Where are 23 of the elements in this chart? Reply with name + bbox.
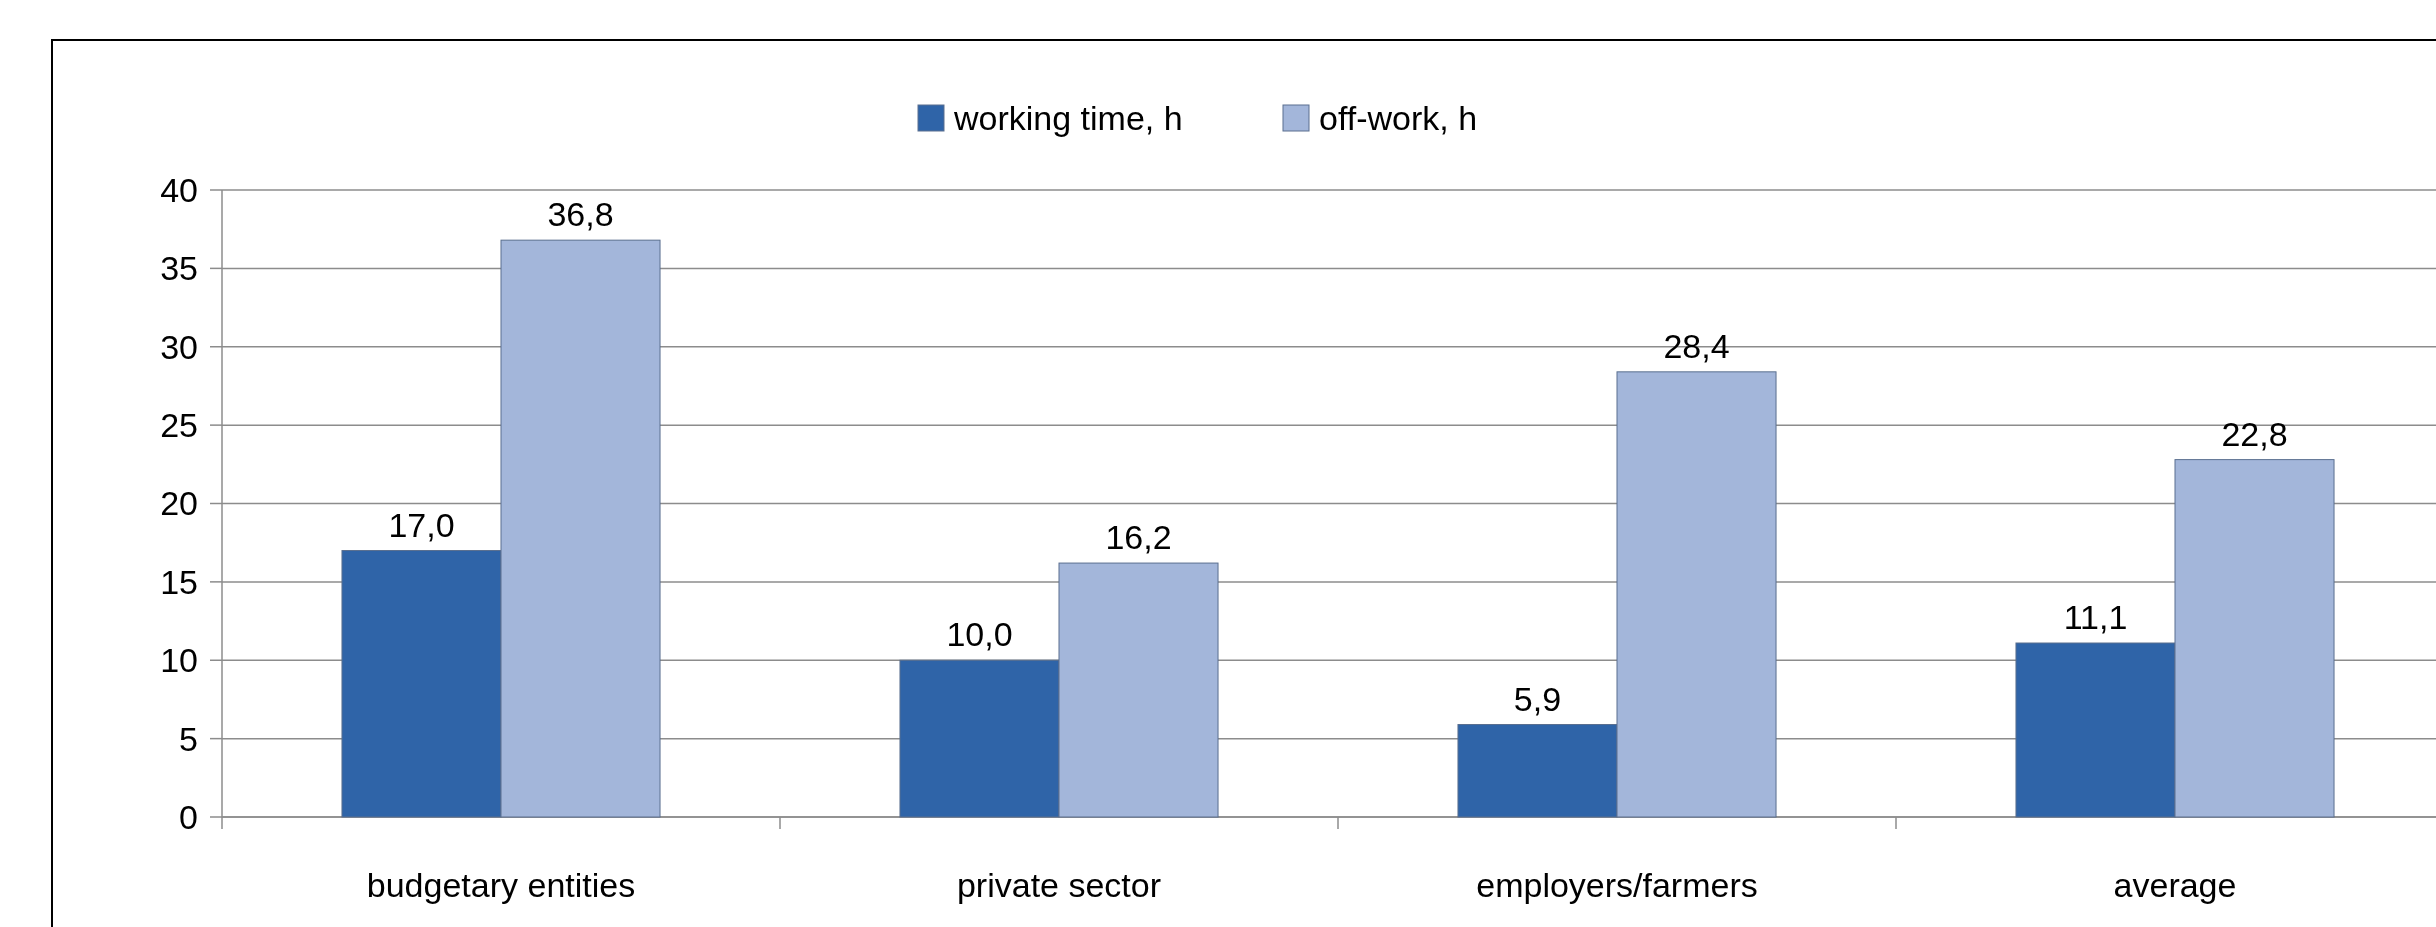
legend-label: working time, h xyxy=(953,98,1183,137)
x-tick-label: average xyxy=(2113,866,2237,904)
x-tick-label: budgetary entities xyxy=(366,866,636,904)
x-tick-label: employers/farmers xyxy=(1476,866,1758,904)
data-label: 5,9 xyxy=(1513,679,1562,718)
y-tick-label: 15 xyxy=(160,562,198,601)
data-label: 17,0 xyxy=(388,505,455,544)
data-label: 10,0 xyxy=(946,615,1013,654)
y-tick-label: 5 xyxy=(179,719,198,758)
y-tick-label: 0 xyxy=(179,797,198,836)
data-label: 16,2 xyxy=(1105,518,1172,557)
data-label: 11,1 xyxy=(2063,598,2128,637)
y-tick-label: 30 xyxy=(160,327,198,366)
y-tick-label: 40 xyxy=(160,170,198,209)
data-label: 22,8 xyxy=(2221,414,2288,453)
y-tick-label: 25 xyxy=(160,406,198,445)
legend-label: off-work, h xyxy=(1319,98,1478,137)
x-tick-label: private sector xyxy=(956,866,1162,904)
y-tick-label: 35 xyxy=(160,249,198,288)
y-tick-label: 20 xyxy=(160,484,198,523)
data-label: 36,8 xyxy=(547,195,614,234)
y-tick-label: 10 xyxy=(160,641,198,680)
data-label: 28,4 xyxy=(1663,326,1730,365)
